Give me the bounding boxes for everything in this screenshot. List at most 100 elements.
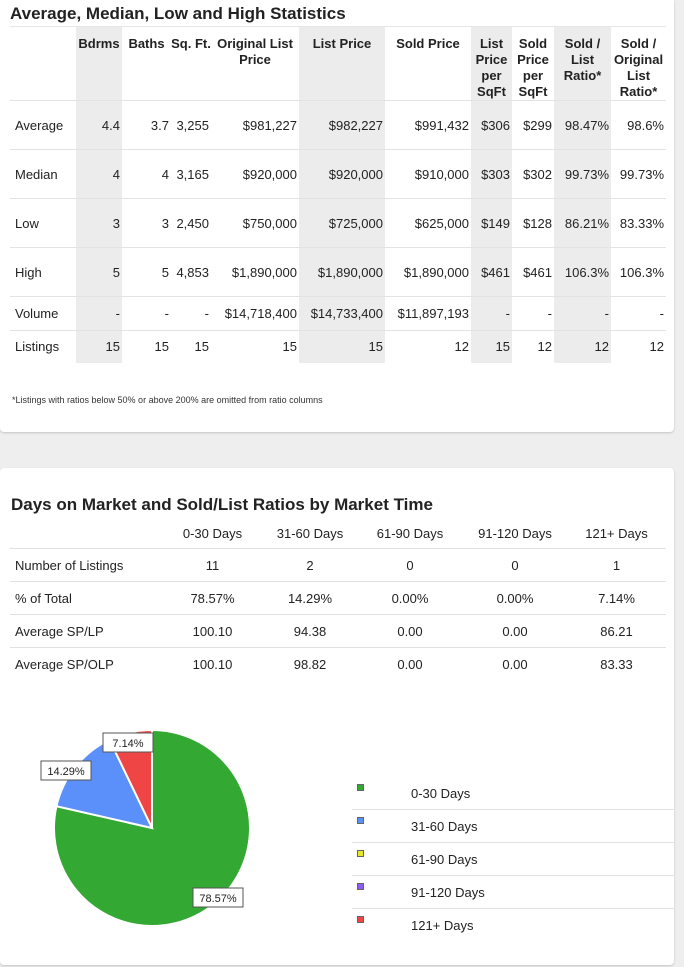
stats-cell-bdrms: 3 bbox=[76, 198, 122, 248]
stats-header-blank bbox=[10, 26, 76, 101]
pie-label-text: 78.57% bbox=[199, 893, 237, 905]
stats-cell-sold-original-list-ratio: 98.6% bbox=[611, 100, 666, 150]
legend-label: 0-30 Days bbox=[411, 786, 471, 801]
stats-row-average: Average 4.4 3.7 3,255 $981,227 $982,227 $991,4… bbox=[10, 100, 666, 150]
dom-cell-31-60: 94.38 bbox=[263, 614, 357, 648]
dom-row-label: Average SP/OLP bbox=[10, 647, 162, 681]
dom-header-121-plus: 121+ Days bbox=[585, 525, 648, 541]
pie-slice-label: 14.29% bbox=[40, 760, 92, 781]
dom-cell-121-plus: 86.21 bbox=[567, 614, 666, 648]
stats-header-original-list-price: Original List Price bbox=[211, 26, 299, 101]
legend-label: 121+ Days bbox=[411, 918, 474, 933]
stats-cell-original-list-price: $1,890,000 bbox=[211, 247, 299, 297]
stats-cell-baths: 3 bbox=[122, 198, 171, 248]
legend-label: 31-60 Days bbox=[411, 819, 478, 834]
dom-cell-31-60: 98.82 bbox=[263, 647, 357, 681]
days-on-market-title: Days on Market and Sold/List Ratios by M… bbox=[11, 495, 433, 514]
statistics-title: Average, Median, Low and High Statistics bbox=[10, 4, 346, 23]
dom-row-label: Number of Listings bbox=[10, 548, 162, 582]
stats-header-bdrms: Bdrms bbox=[76, 26, 122, 101]
stats-cell-list-price-per-sqft: 15 bbox=[471, 330, 512, 363]
stats-cell-list-price: $920,000 bbox=[299, 149, 385, 199]
pie-slice-label: 7.14% bbox=[102, 732, 154, 753]
stats-cell-list-price: $14,733,400 bbox=[299, 296, 385, 331]
dom-cell-31-60: 2 bbox=[263, 548, 357, 582]
stats-cell-sold-list-ratio: - bbox=[554, 296, 611, 331]
stats-row-label: Listings bbox=[10, 330, 76, 363]
stats-cell-list-price: $1,890,000 bbox=[299, 247, 385, 297]
stats-cell-sold-original-list-ratio: - bbox=[611, 296, 666, 331]
legend-item[interactable]: 31-60 Days bbox=[352, 810, 674, 843]
stats-cell-sold-original-list-ratio: 12 bbox=[611, 330, 666, 363]
dom-cell-91-120: 0.00 bbox=[463, 647, 567, 681]
stats-cell-sold-price-per-sqft: $299 bbox=[512, 100, 554, 150]
stats-cell-sold-price: $1,890,000 bbox=[385, 247, 471, 297]
stats-cell-sold-price-per-sqft: $302 bbox=[512, 149, 554, 199]
stats-cell-sold-list-ratio: 98.47% bbox=[554, 100, 611, 150]
stats-cell-sold-list-ratio: 99.73% bbox=[554, 149, 611, 199]
legend-item[interactable]: 0-30 Days bbox=[352, 777, 674, 810]
statistics-table: Bdrms Baths Sq. Ft. Original List Price … bbox=[10, 26, 666, 363]
days-on-market-table: 0-30 Days 31-60 Days 61-90 Days 91-120 D… bbox=[10, 518, 666, 681]
dom-row: Number of Listings 11 2 0 0 1 bbox=[10, 548, 666, 582]
dom-cell-91-120: 0 bbox=[463, 548, 567, 582]
dom-header-31-60: 31-60 Days bbox=[276, 525, 344, 541]
stats-cell-bdrms: 15 bbox=[76, 330, 122, 363]
stats-cell-sold-price-per-sqft: 12 bbox=[512, 330, 554, 363]
stats-row-label: Low bbox=[10, 198, 76, 248]
stats-cell-list-price-per-sqft: $306 bbox=[471, 100, 512, 150]
stats-header-sqft: Sq. Ft. bbox=[171, 26, 211, 101]
stats-cell-bdrms: 4.4 bbox=[76, 100, 122, 150]
stats-row-volume: Volume - - - $14,718,400 $14,733,400 $11,897,1… bbox=[10, 296, 666, 331]
stats-cell-list-price: $982,227 bbox=[299, 100, 385, 150]
dom-header-61-90: 61-90 Days bbox=[376, 525, 444, 541]
stats-cell-original-list-price: $750,000 bbox=[211, 198, 299, 248]
stats-cell-sold-price: $11,897,193 bbox=[385, 296, 471, 331]
stats-cell-sold-price: 12 bbox=[385, 330, 471, 363]
dom-header-91-120: 91-120 Days bbox=[478, 525, 552, 541]
legend-swatch bbox=[357, 850, 364, 857]
stats-cell-sqft: 3,165 bbox=[171, 149, 211, 199]
legend-label: 91-120 Days bbox=[411, 885, 485, 900]
stats-cell-baths: - bbox=[122, 296, 171, 331]
dom-header-row: 0-30 Days 31-60 Days 61-90 Days 91-120 D… bbox=[10, 518, 666, 549]
stats-cell-sqft: 3,255 bbox=[171, 100, 211, 150]
ratio-footnote: *Listings with ratios below 50% or above… bbox=[12, 395, 323, 405]
stats-cell-original-list-price: $920,000 bbox=[211, 149, 299, 199]
stats-cell-original-list-price: $14,718,400 bbox=[211, 296, 299, 331]
legend-swatch bbox=[357, 784, 364, 791]
dom-cell-61-90: 0.00 bbox=[357, 647, 463, 681]
stats-row-label: Volume bbox=[10, 296, 76, 331]
dom-cell-0-30: 11 bbox=[162, 548, 263, 582]
stats-header-sold-list-ratio: Sold / List Ratio* bbox=[554, 26, 611, 101]
dom-cell-61-90: 0.00 bbox=[357, 614, 463, 648]
pie-label-box bbox=[40, 760, 92, 781]
stats-cell-list-price-per-sqft: $461 bbox=[471, 247, 512, 297]
dom-row: Average SP/OLP 100.10 98.82 0.00 0.00 83.33 bbox=[10, 647, 666, 681]
stats-cell-sold-price: $625,000 bbox=[385, 198, 471, 248]
stats-cell-bdrms: 5 bbox=[76, 247, 122, 297]
legend-label: 61-90 Days bbox=[411, 852, 478, 867]
pie-legend: 0-30 Days 31-60 Days 61-90 Days 91-120 Days… bbox=[352, 777, 674, 942]
legend-item[interactable]: 91-120 Days bbox=[352, 876, 674, 909]
dom-cell-0-30: 78.57% bbox=[162, 581, 263, 615]
stats-cell-baths: 15 bbox=[122, 330, 171, 363]
stats-cell-sqft: 15 bbox=[171, 330, 211, 363]
legend-item[interactable]: 121+ Days bbox=[352, 909, 674, 942]
legend-item[interactable]: 61-90 Days bbox=[352, 843, 674, 876]
stats-row-listings: Listings 15 15 15 15 15 12 15 12 12 12 bbox=[10, 330, 666, 363]
stats-cell-sold-original-list-ratio: 106.3% bbox=[611, 247, 666, 297]
days-on-market-card: Days on Market and Sold/List Ratios by M… bbox=[0, 468, 674, 965]
stats-cell-sold-price: $991,432 bbox=[385, 100, 471, 150]
dom-header-0-30: 0-30 Days bbox=[182, 525, 243, 541]
stats-cell-bdrms: 4 bbox=[76, 149, 122, 199]
dom-cell-0-30: 100.10 bbox=[162, 647, 263, 681]
pie-label-box bbox=[192, 887, 244, 908]
stats-cell-sold-list-ratio: 12 bbox=[554, 330, 611, 363]
stats-cell-original-list-price: 15 bbox=[211, 330, 299, 363]
dom-cell-121-plus: 7.14% bbox=[567, 581, 666, 615]
stats-cell-sold-original-list-ratio: 99.73% bbox=[611, 149, 666, 199]
dom-cell-0-30: 100.10 bbox=[162, 614, 263, 648]
stats-cell-baths: 5 bbox=[122, 247, 171, 297]
stats-cell-sqft: 2,450 bbox=[171, 198, 211, 248]
